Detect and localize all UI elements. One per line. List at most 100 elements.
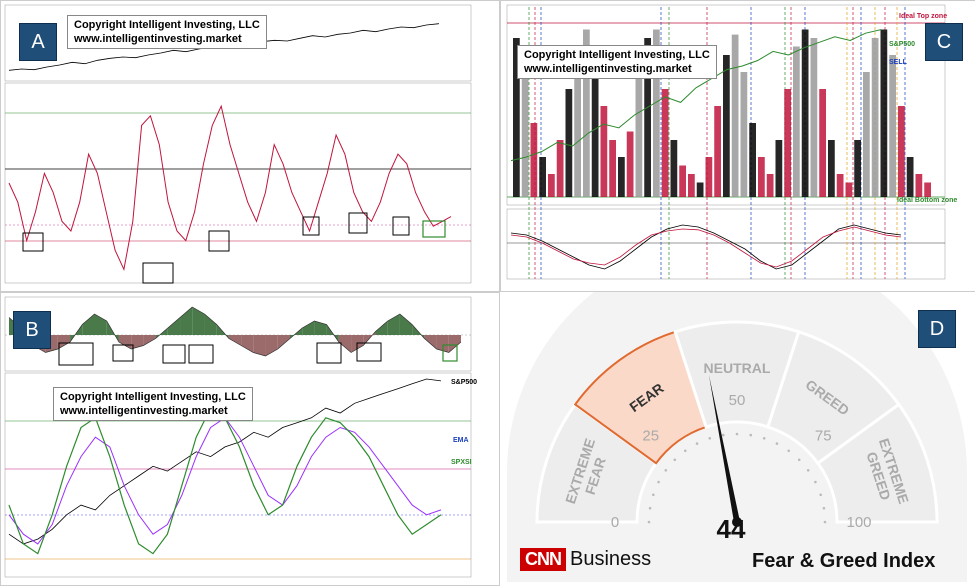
breadth-fill <box>265 335 278 356</box>
dial-dot <box>814 480 817 484</box>
dial-dot <box>673 458 677 462</box>
breadth-bar <box>731 34 739 197</box>
breadth-bar <box>635 72 643 197</box>
breadth-bar <box>714 106 721 197</box>
breadth-bar <box>670 140 678 197</box>
label-top-zone: Ideal Top zone <box>899 13 948 20</box>
tick-label: 0 <box>611 514 619 531</box>
breadth-bar <box>653 29 660 197</box>
breadth-bar <box>705 157 713 197</box>
copyright-line2: www.intelligentinvesting.market <box>74 33 242 45</box>
panel-b-copyright: Copyright Intelligent Investing, LLC www… <box>53 387 253 421</box>
breadth-bar <box>539 157 546 197</box>
panel-a-copyright: Copyright Intelligent Investing, LLC www… <box>67 15 267 49</box>
breadth-fill <box>192 307 205 335</box>
breadth-bar <box>574 46 581 197</box>
oscillator-series <box>8 104 452 272</box>
dial-dot <box>735 432 739 436</box>
breadth-fill <box>387 314 400 335</box>
copyright-line1: Copyright Intelligent Investing, LLC <box>60 391 246 403</box>
dial-dot <box>749 433 753 437</box>
fear-greed-gauge: EXTREMEFEARFEARNEUTRALGREEDEXTREMEGREED … <box>507 292 967 582</box>
breadth-fill <box>131 335 144 349</box>
breadth-fill <box>253 335 266 356</box>
breadth-fill <box>118 335 132 349</box>
label-spxsi: SPXSI <box>451 459 472 466</box>
panel-d-tag: D <box>918 310 956 348</box>
breadth-bar <box>863 72 870 197</box>
sp500-series <box>8 378 442 545</box>
breadth-bar <box>924 182 931 197</box>
breadth-bar <box>793 46 800 197</box>
breadth-fill <box>424 335 437 349</box>
breadth-bar <box>723 55 730 197</box>
dial-dot <box>806 468 810 472</box>
breadth-bar <box>906 157 914 197</box>
breadth-bar <box>521 72 529 197</box>
breadth-bar <box>819 89 826 197</box>
cnn-logo: CNN Business <box>520 548 651 571</box>
chart-c <box>506 4 946 280</box>
dial-dot <box>657 480 660 484</box>
tick-label: 75 <box>815 428 832 445</box>
breadth-bar <box>661 89 669 197</box>
macd-series <box>510 224 902 270</box>
breadth-fill <box>314 321 327 335</box>
breadth-bar <box>854 140 861 197</box>
panel-b-tag: B <box>13 311 51 349</box>
label-bottom-zone: Ideal Bottom zone <box>897 197 958 204</box>
breadth-fill <box>302 321 315 335</box>
cnn-business: Business <box>570 548 652 570</box>
dial-dot <box>822 506 826 510</box>
panel-c-copyright: Copyright Intelligent Investing, LLC www… <box>517 45 717 79</box>
breadth-bar <box>810 38 818 197</box>
breadth-fill <box>143 335 156 346</box>
breadth-bar <box>696 182 704 197</box>
signal-series <box>510 226 902 268</box>
breadth-bar <box>766 174 774 197</box>
breadth-bar <box>898 106 905 197</box>
breadth-bar <box>889 55 896 197</box>
breadth-fill <box>241 335 254 353</box>
panel-c: C Copyright Intelligent Investing, LLC w… <box>500 0 975 292</box>
breadth-bar <box>556 140 564 197</box>
breadth-fill <box>375 321 388 335</box>
dial-dot <box>647 520 651 524</box>
breadth-bar <box>828 140 835 197</box>
breadth-bar <box>583 29 590 197</box>
spxsi-series <box>8 407 442 555</box>
breadth-bar <box>801 29 809 197</box>
breadth-fill <box>436 335 449 353</box>
breadth-bar <box>618 157 625 197</box>
label-sell: SELL <box>889 59 907 66</box>
dial-dot <box>652 493 655 497</box>
chart-a <box>4 4 472 284</box>
breadth-bar <box>836 174 844 197</box>
breadth-bar <box>758 157 765 197</box>
dial-dot <box>708 437 712 440</box>
breadth-bar <box>565 89 573 197</box>
tick-label: 50 <box>729 392 746 409</box>
breadth-fill <box>228 335 242 346</box>
breadth-bar <box>749 123 756 197</box>
breadth-bar <box>513 38 520 197</box>
breadth-bar <box>740 72 748 197</box>
breadth-bar <box>644 38 651 197</box>
breadth-fill <box>399 314 413 335</box>
copyright-line1: Copyright Intelligent Investing, LLC <box>74 19 260 31</box>
panel-c-tag: C <box>925 23 963 61</box>
breadth-bar <box>530 123 538 197</box>
label-ema: EMA <box>453 437 469 444</box>
panel-a: A Copyright Intelligent Investing, LLC w… <box>0 0 500 292</box>
breadth-bar <box>679 165 686 197</box>
breadth-fill <box>277 335 290 349</box>
breadth-bar <box>871 38 879 197</box>
dial-dot <box>762 437 766 440</box>
dial-dot <box>695 442 699 445</box>
dial-dot <box>683 449 687 453</box>
breadth-bar <box>600 106 608 197</box>
panel-d: D EXTREMEFEAR FEAR NEUTRAL GREED EXTREMEGREE… <box>500 292 975 584</box>
breadth-bar <box>915 174 923 197</box>
breadth-fill <box>338 335 352 353</box>
dial-dot <box>775 442 779 445</box>
